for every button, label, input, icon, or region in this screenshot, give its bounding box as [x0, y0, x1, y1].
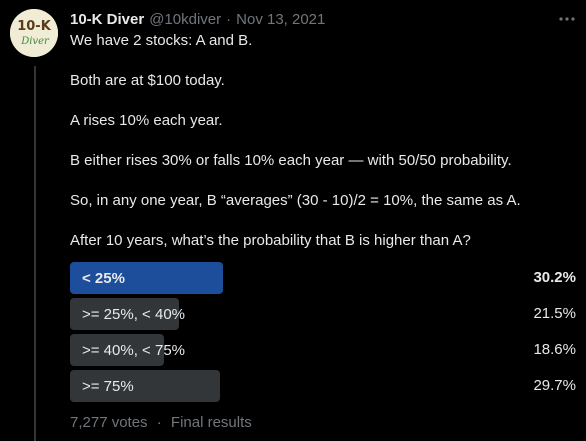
poll: < 25% 30.2% >= 25%, < 40% 21.5% >= 40%, … — [70, 262, 576, 406]
poll-option-percent: 29.7% — [533, 377, 576, 394]
poll-option-percent: 18.6% — [533, 341, 576, 358]
avatar-image: 10-K Diver — [10, 9, 58, 57]
tweet-paragraph: B either rises 30% or falls 10% each yea… — [70, 152, 512, 169]
poll-bar — [70, 370, 220, 402]
tweet-paragraph: So, in any one year, B “averages” (30 - … — [70, 192, 521, 209]
thread-line — [34, 66, 36, 441]
poll-option-label: < 25% — [82, 269, 125, 287]
tweet-paragraph: After 10 years, what’s the probability t… — [70, 232, 471, 249]
avatar-text-bottom: Diver — [20, 36, 50, 47]
poll-bar — [70, 298, 179, 330]
poll-option-label: >= 75% — [82, 377, 134, 395]
poll-status: Final results — [170, 414, 252, 431]
poll-bar — [70, 262, 223, 294]
poll-option: >= 40%, < 75% 18.6% — [70, 334, 576, 366]
more-options-icon[interactable] — [558, 10, 576, 28]
poll-footer: 7,277 votes · Final results — [70, 414, 252, 431]
poll-option: >= 25%, < 40% 21.5% — [70, 298, 576, 330]
poll-footer-separator: · — [156, 414, 162, 431]
avatar-text-top: 10-K — [17, 19, 51, 34]
poll-bar — [70, 334, 164, 366]
poll-option-label: >= 25%, < 40% — [82, 305, 185, 323]
tweet-text: We have 2 stocks: A and B. Both are at $… — [70, 31, 576, 271]
tweet-header: 10-K Diver @10kdiver · Nov 13, 2021 — [70, 9, 325, 29]
poll-option: >= 75% 29.7% — [70, 370, 576, 402]
poll-option-label: >= 40%, < 75% — [82, 341, 185, 359]
avatar[interactable]: 10-K Diver — [10, 9, 58, 57]
tweet-paragraph: A rises 10% each year. — [70, 112, 223, 129]
tweet-paragraph: We have 2 stocks: A and B. — [70, 32, 253, 49]
poll-option-percent: 30.2% — [533, 269, 576, 286]
tweet-paragraph: Both are at $100 today. — [70, 72, 225, 89]
author-handle[interactable]: @10kdiver — [149, 10, 222, 28]
poll-vote-count: 7,277 votes — [70, 414, 148, 431]
tweet-date[interactable]: Nov 13, 2021 — [236, 10, 326, 28]
header-separator: · — [226, 10, 232, 28]
poll-option: < 25% 30.2% — [70, 262, 576, 294]
poll-option-percent: 21.5% — [533, 305, 576, 322]
author-name[interactable]: 10-K Diver — [70, 10, 145, 28]
